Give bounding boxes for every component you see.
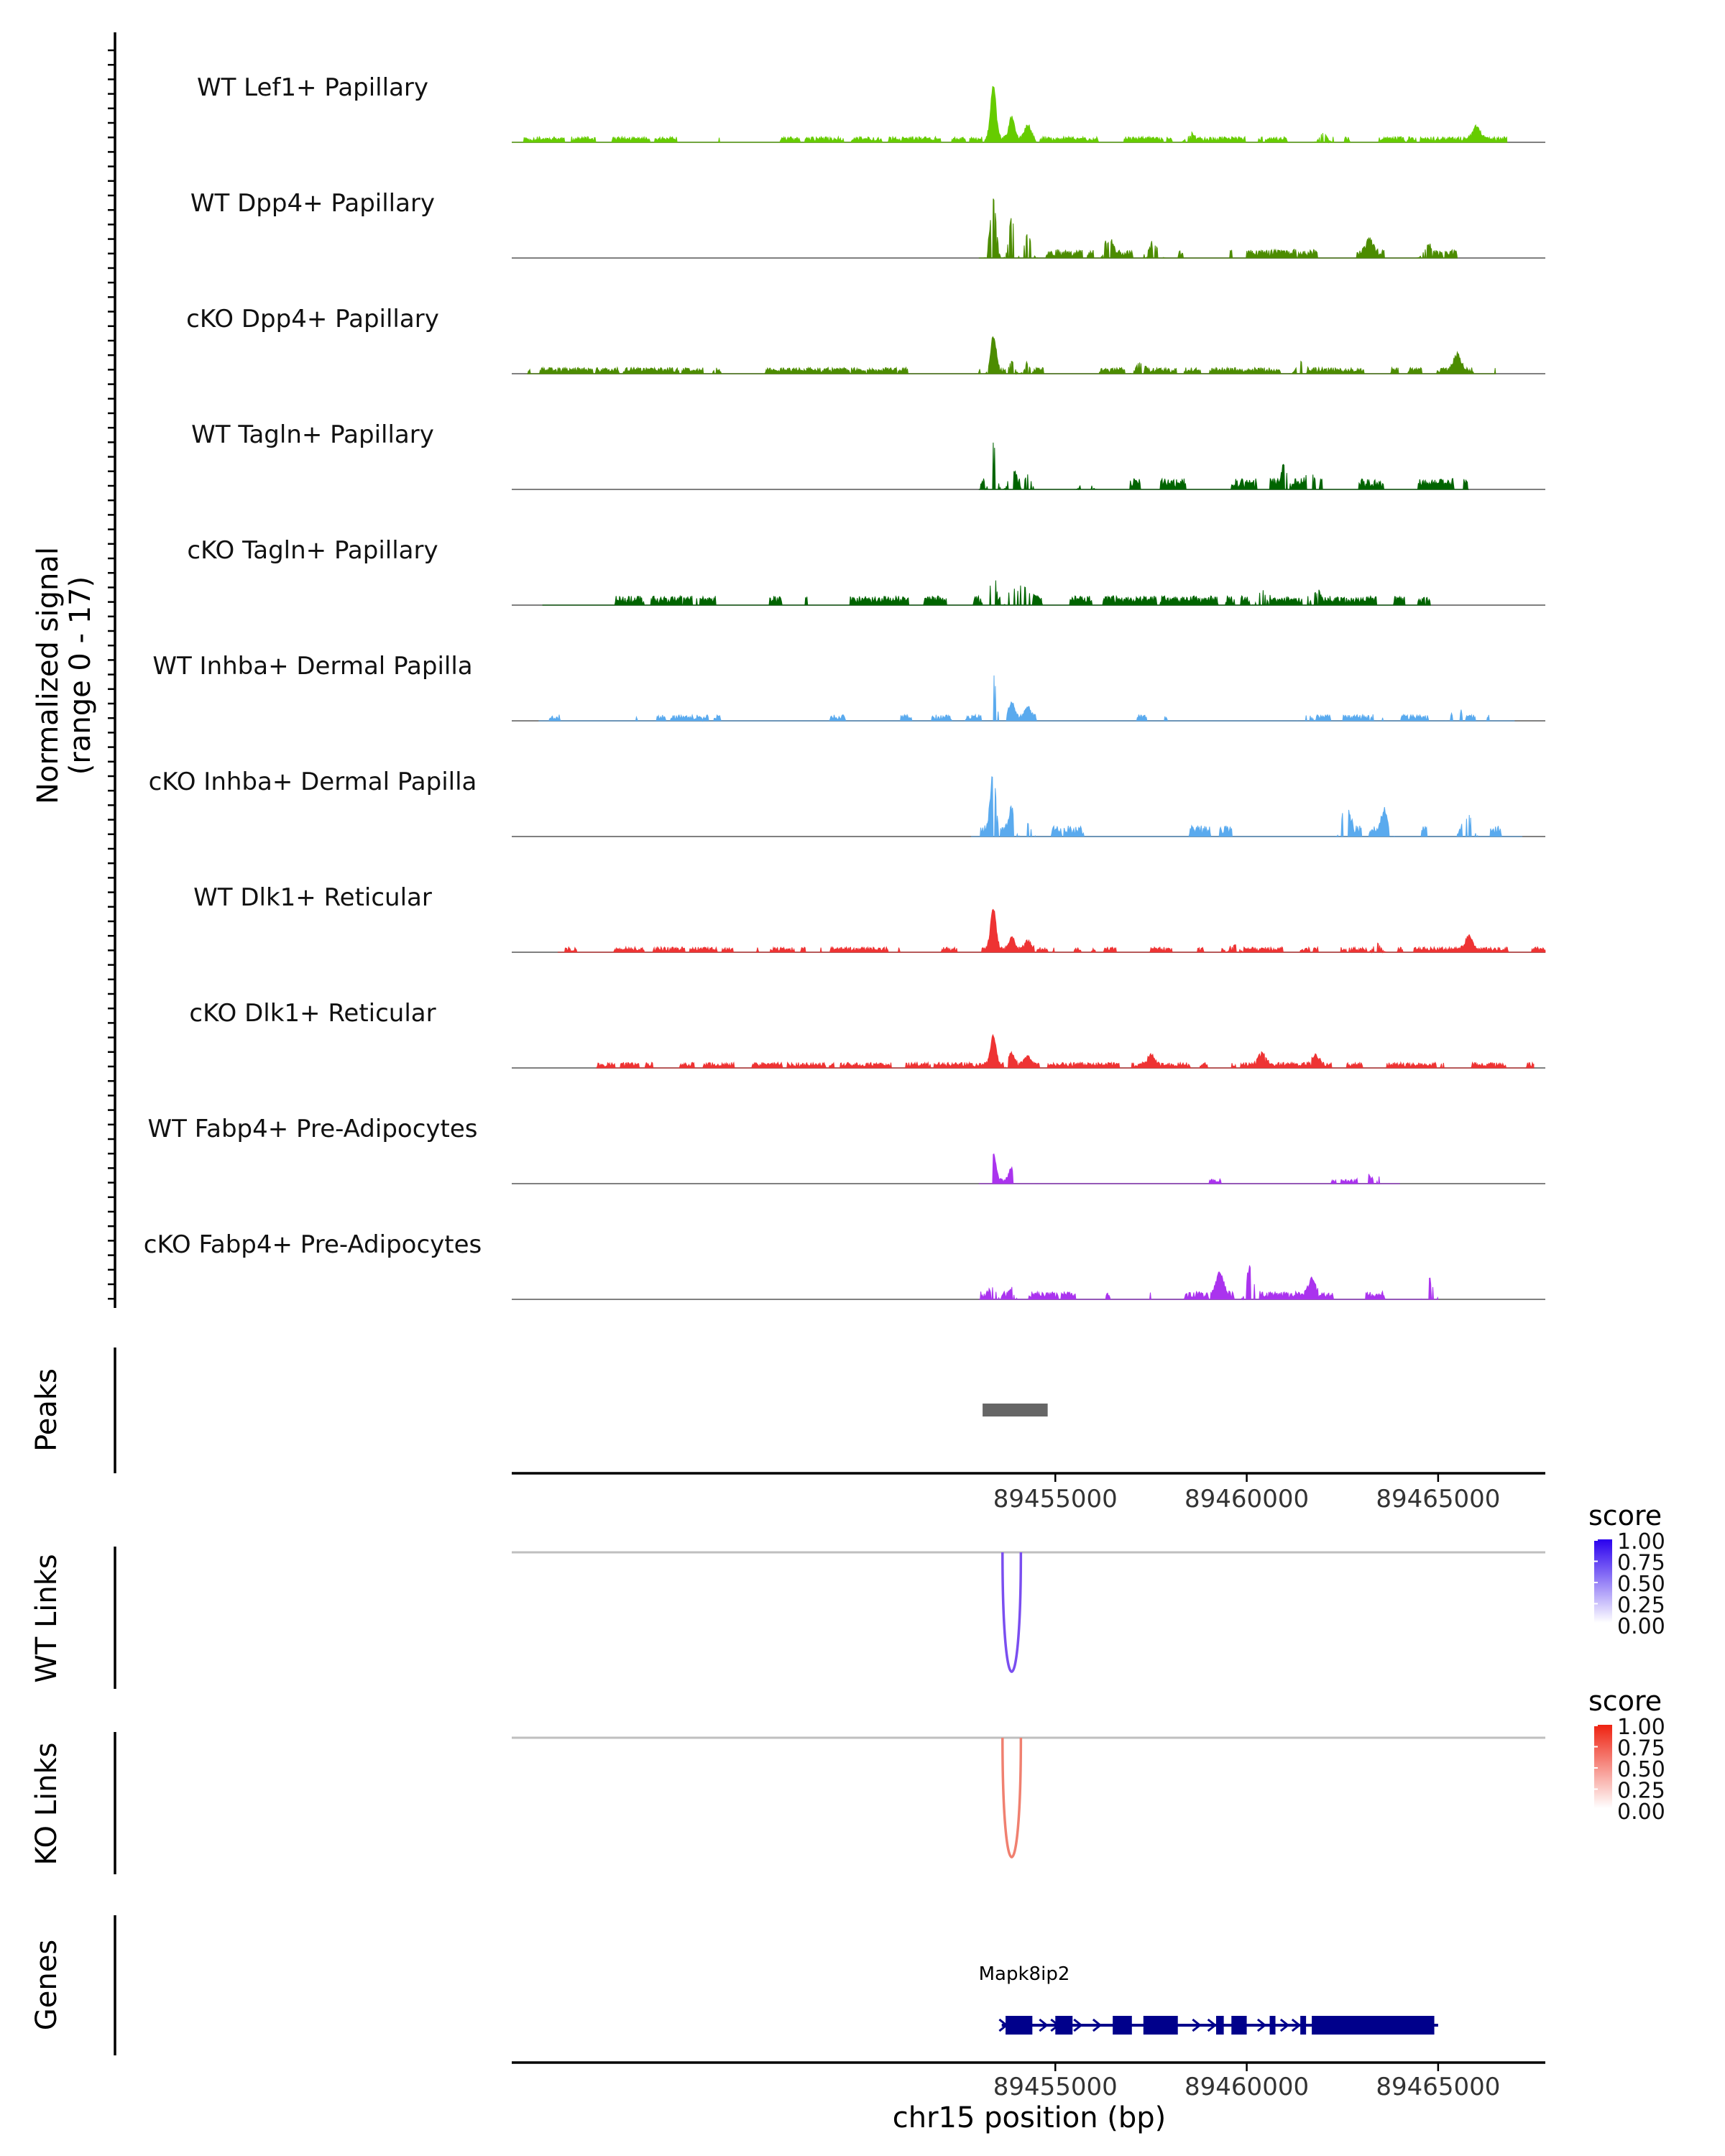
x-axis-tick-label-top: 89460000 [1184,1485,1309,1514]
gene-exon [1055,2016,1073,2035]
track-label: cKO Tagln+ Papillary [187,536,438,565]
strand-arrow [1073,2018,1083,2032]
legend-label: 0.00 [1617,1800,1665,1825]
legend-colorbar [1594,1725,1612,1808]
coverage-signal-area [978,198,1458,259]
legend-label: 1.00 [1617,1715,1665,1740]
gene-exon [1113,2016,1132,2035]
gene-exon [1143,2016,1178,2035]
coverage-signal-area [527,336,1496,375]
strand-arrow [1092,2018,1103,2032]
coverage-track: WT Inhba+ Dermal Papilla [152,652,1545,722]
coverage-track: WT Dlk1+ Reticular [193,883,1546,954]
gene-exon [1006,2016,1033,2035]
coverage-track: WT Fabp4+ Pre-Adipocytes [148,1115,1545,1184]
legend-label: 1.00 [1617,1529,1665,1554]
link-arc [1001,1737,1023,1858]
track-label: WT Dlk1+ Reticular [193,883,432,912]
coverage-signal-area [512,86,1508,144]
legend-label: 0.50 [1617,1757,1665,1782]
links-y-axis-title: WT Links [30,1554,63,1682]
x-axis-title: chr15 position (bp) [893,2101,1167,2134]
gene-exon [1269,2016,1276,2035]
coverage-track: WT Lef1+ Papillary [197,73,1545,144]
coverage-track: cKO Dpp4+ Papillary [186,305,1545,375]
track-label: WT Fabp4+ Pre-Adipocytes [148,1115,478,1143]
x-axis-tick-label-bottom: 89460000 [1184,2073,1309,2101]
strand-arrow [1256,2018,1267,2032]
legend-colorbar [1594,1539,1612,1623]
strand-arrow [1279,2018,1290,2032]
legend-label: 0.25 [1617,1593,1665,1618]
gene-exon [1231,2016,1247,2035]
links-y-axis-title: KO Links [30,1743,63,1866]
track-label: WT Lef1+ Papillary [197,73,428,102]
genes-y-axis-title: Genes [30,1940,63,2030]
coverage-signal-area [978,1153,1400,1184]
coverage-track: WT Dpp4+ Papillary [190,189,1545,259]
peak-region [983,1404,1048,1416]
coverage-signal-area [971,776,1522,837]
legend-title: score [1588,1500,1662,1531]
genes-panel: Genes Mapk8ip2 89455000 89460000 89465000 [30,1915,1545,2101]
coverage-signal-area [978,1265,1439,1301]
coverage-signal-area [978,442,1469,491]
track-label: cKO Fabp4+ Pre-Adipocytes [144,1230,482,1259]
x-axis-tick-label-bottom: 89465000 [1376,2073,1500,2101]
strand-arrow [998,2018,1008,2032]
strand-arrow [1039,2018,1049,2032]
track-label: WT Tagln+ Papillary [191,420,434,449]
x-axis-tick-label-bottom: 89455000 [993,2073,1118,2101]
coverage-y-axis-title: Normalized signal [32,547,65,804]
legend-label: 0.50 [1617,1572,1665,1597]
track-label: cKO Dpp4+ Papillary [186,305,439,333]
track-label: WT Inhba+ Dermal Papilla [152,652,472,681]
x-axis-tick-label-top: 89465000 [1376,1485,1500,1514]
coverage-signal-area [596,1033,1535,1069]
coverage-signal-area [542,580,1431,606]
link-arc [1001,1552,1023,1673]
peaks-panel: Peaks 89455000 89460000 89465000 [30,1348,1545,1514]
coverage-track: cKO Fabp4+ Pre-Adipocytes [144,1230,1545,1301]
track-label: cKO Inhba+ Dermal Papilla [149,768,477,796]
coverage-track: cKO Tagln+ Papillary [187,536,1545,606]
strand-arrow [1207,2018,1218,2032]
track-label: cKO Dlk1+ Reticular [189,999,436,1028]
legend-title: score [1588,1685,1662,1717]
gene-exon [1215,2016,1224,2035]
peaks-y-axis-title: Peaks [30,1368,63,1452]
strand-arrow [1291,2018,1302,2032]
coverage-track: WT Tagln+ Papillary [191,420,1545,491]
strand-arrow [1192,2018,1202,2032]
gene-name-label: Mapk8ip2 [979,1963,1070,1985]
track-label: WT Dpp4+ Papillary [190,189,435,218]
x-axis-tick-label-top: 89455000 [993,1485,1118,1514]
coverage-y-axis-range: (range 0 - 17) [64,576,97,775]
legend-label: 0.25 [1617,1779,1665,1804]
coverage-panel: Normalized signal (range 0 - 17) WT Lef1+ … [32,32,1546,1308]
legend-label: 0.75 [1617,1551,1665,1576]
coverage-track: cKO Inhba+ Dermal Papilla [149,768,1545,837]
legend-label: 0.00 [1617,1614,1665,1639]
coverage-signal-area [557,908,1546,954]
coverage-track: cKO Dlk1+ Reticular [189,999,1545,1069]
coverage-signal-area [538,675,1515,722]
strand-arrow [1050,2018,1060,2032]
gene-exon [1312,2016,1435,2035]
gene-exon [1300,2016,1307,2035]
legend-label: 0.75 [1617,1736,1665,1761]
